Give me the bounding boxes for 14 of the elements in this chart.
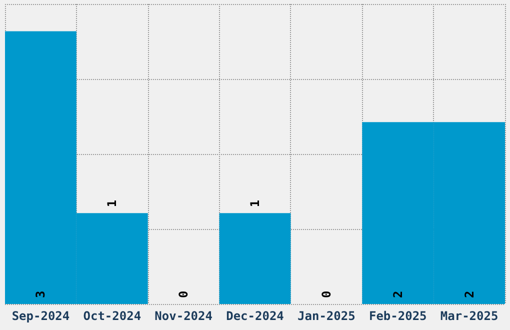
x-tick-label: Oct-2024 — [83, 309, 142, 323]
data-label: 3 — [34, 290, 48, 298]
data-label: 1 — [105, 200, 120, 208]
x-tick-label: Feb-2025 — [368, 309, 427, 323]
x-tick-label: Sep-2024 — [12, 309, 70, 323]
x-tick-label: Nov-2024 — [154, 309, 212, 323]
data-label: 0 — [176, 290, 191, 298]
x-tick-label: Jan-2025 — [298, 309, 356, 323]
x-tick-label: Mar-2025 — [440, 309, 498, 323]
data-label: 1 — [248, 200, 262, 208]
data-label: 2 — [462, 290, 476, 298]
x-tick-label: Dec-2024 — [226, 309, 284, 323]
data-label: 0 — [319, 290, 334, 298]
data-label: 2 — [390, 290, 405, 298]
